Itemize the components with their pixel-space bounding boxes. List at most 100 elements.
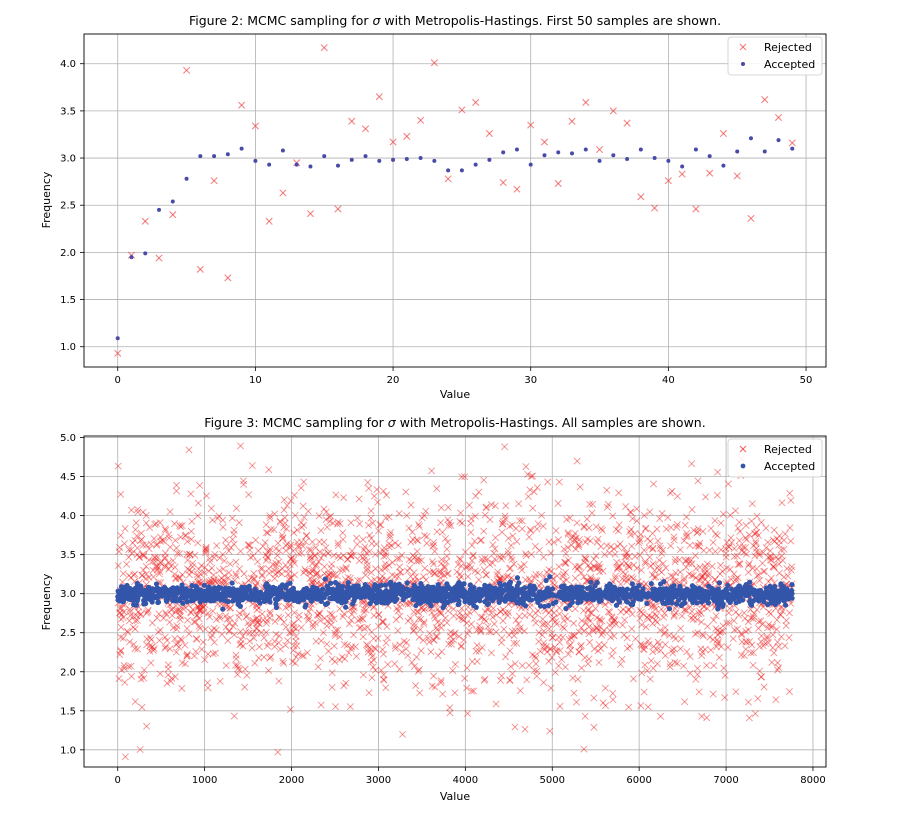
chart-2-rejected-point — [556, 610, 564, 618]
chart-2-rejected-point — [367, 658, 375, 666]
chart-2-accepted-point — [126, 594, 132, 601]
chart-1-rejected-point — [361, 125, 370, 133]
chart-2-rejected-point — [734, 524, 742, 532]
chart-2-accepted-point — [328, 589, 334, 596]
chart-2-accepted-point — [716, 592, 723, 598]
chart-2-rejected-point — [480, 566, 488, 574]
chart-2-rejected-point — [661, 652, 669, 660]
chart-2-rejected-point — [222, 542, 230, 550]
chart-2-rejected-point — [317, 554, 325, 562]
chart-2-rejected-point — [589, 500, 597, 508]
chart-2-rejected-point — [472, 647, 480, 655]
chart-2-rejected-point — [347, 551, 355, 559]
chart-2-accepted-point — [225, 590, 231, 596]
chart-2-rejected-point — [395, 555, 404, 563]
chart-2-rejected-point — [224, 574, 232, 582]
chart-2-accepted-point — [201, 597, 207, 603]
chart-2-rejected-point — [590, 562, 598, 570]
chart-2-rejected-point — [172, 544, 180, 552]
chart-2-rejected-point — [283, 525, 291, 533]
chart-2-rejected-point — [732, 688, 740, 696]
chart-2-rejected-point — [262, 628, 270, 636]
chart-2-rejected-point — [658, 568, 666, 576]
chart-2-rejected-point — [742, 645, 750, 653]
chart-2-accepted-point — [133, 602, 140, 608]
chart-2-rejected-point — [133, 645, 142, 653]
chart-2-rejected-point — [584, 614, 592, 622]
chart-2-rejected-point — [131, 526, 140, 534]
chart-1-accepted-point — [184, 176, 189, 181]
chart-2-rejected-point — [744, 698, 752, 706]
chart-2-rejected-point — [518, 662, 526, 670]
chart-2-rejected-point — [521, 612, 529, 620]
chart-2-accepted-point — [441, 602, 447, 609]
chart-1-rejected-point — [527, 121, 535, 129]
chart-2-rejected-point — [475, 576, 483, 584]
chart-2-rejected-point — [139, 508, 147, 516]
chart-2-y-axis-ticks: 1.01.52.02.53.03.54.04.55.0 — [60, 433, 84, 756]
chart-2-rejected-point — [477, 537, 485, 545]
chart-2-rejected-point — [442, 535, 450, 543]
chart-2-rejected-point — [637, 531, 645, 539]
chart-2-rejected-point — [501, 515, 509, 523]
chart-2-rejected-point — [638, 621, 646, 629]
chart-2-rejected-point — [586, 565, 594, 573]
chart-2-rejected-point — [680, 662, 688, 670]
chart-2-rejected-point — [414, 667, 422, 675]
chart-1-rejected-point — [554, 179, 562, 188]
chart-2-rejected-point — [332, 491, 340, 499]
chart-2-rejected-point — [144, 608, 152, 616]
chart-2-accepted-point — [243, 592, 249, 598]
chart-2-rejected-point — [336, 605, 344, 613]
chart-2-rejected-point — [210, 624, 218, 633]
chart-2-rejected-point — [388, 571, 396, 579]
chart-2-rejected-point — [115, 675, 123, 683]
chart-2-rejected-point — [670, 536, 678, 544]
chart-1-accepted-point — [638, 147, 643, 152]
chart-2-rejected-point — [477, 613, 485, 621]
chart-2-rejected-point — [274, 539, 282, 547]
chart-2-accepted-point — [473, 604, 479, 610]
chart-2-accepted-point — [607, 581, 613, 587]
chart-1-accepted-point — [418, 156, 423, 161]
chart-2-accepted-point — [678, 602, 684, 609]
chart-2-rejected-point — [692, 675, 700, 683]
chart-2-rejected-point — [382, 549, 390, 557]
chart-2-rejected-point — [429, 567, 437, 575]
chart-2-rejected-point — [606, 621, 614, 629]
chart-2-rejected-point — [266, 514, 274, 522]
chart-2-accepted-point — [259, 593, 266, 599]
chart-2-rejected-point — [742, 536, 750, 544]
chart-2-rejected-point — [775, 541, 783, 549]
chart-2-rejected-point — [655, 641, 663, 649]
chart-2-rejected-point — [220, 572, 229, 580]
chart-2-rejected-point — [547, 684, 555, 692]
chart-2-rejected-point — [756, 667, 764, 675]
chart-2-rejected-point — [245, 622, 253, 630]
chart-2-accepted-point — [278, 584, 284, 591]
chart-2-rejected-point — [363, 564, 371, 573]
chart-2-rejected-point — [493, 611, 501, 619]
chart-2-rejected-point — [219, 523, 227, 531]
chart-2-rejected-point — [533, 484, 541, 492]
chart-2-accepted-point — [142, 593, 148, 600]
chart-2-rejected-point — [167, 677, 175, 685]
chart-2-rejected-point — [219, 565, 227, 573]
chart-2-rejected-point — [420, 512, 428, 520]
chart-2-rejected-point — [181, 641, 189, 649]
chart-2-rejected-point — [312, 562, 320, 570]
chart-2-rejected-point — [729, 635, 737, 643]
chart-2-accepted-point — [381, 589, 387, 596]
chart-2-rejected-point — [225, 627, 233, 635]
chart-2-accepted-point — [279, 590, 286, 596]
chart-1-rejected-point — [609, 107, 617, 115]
chart-2-rejected-point — [725, 609, 733, 617]
chart-2-accepted-point — [492, 585, 498, 591]
chart-2-rejected-point — [131, 645, 139, 653]
chart-2-rejected-point — [629, 515, 637, 523]
chart-2-rejected-point — [185, 571, 193, 579]
chart-2-rejected-point — [438, 555, 446, 564]
chart-2-rejected-point — [168, 605, 176, 613]
chart-2-rejected-point — [692, 565, 700, 573]
chart-2-rejected-point — [523, 676, 531, 684]
